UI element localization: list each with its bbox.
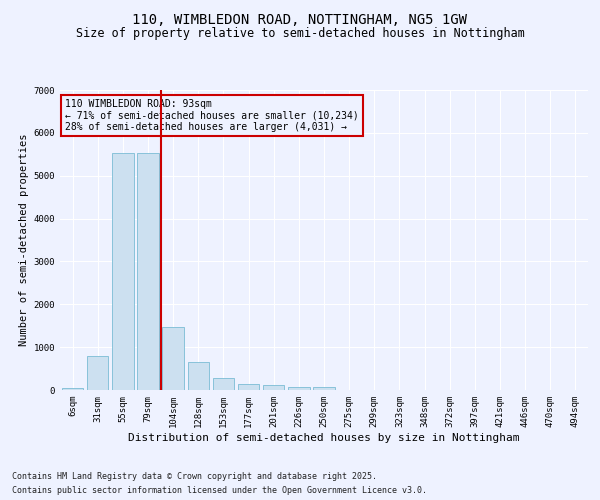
Text: Contains HM Land Registry data © Crown copyright and database right 2025.: Contains HM Land Registry data © Crown c… — [12, 472, 377, 481]
Bar — [313, 388, 335, 390]
X-axis label: Distribution of semi-detached houses by size in Nottingham: Distribution of semi-detached houses by … — [128, 432, 520, 442]
Bar — [263, 386, 284, 390]
Y-axis label: Number of semi-detached properties: Number of semi-detached properties — [19, 134, 29, 346]
Bar — [137, 153, 158, 390]
Bar — [188, 362, 209, 390]
Text: Contains public sector information licensed under the Open Government Licence v3: Contains public sector information licen… — [12, 486, 427, 495]
Text: 110 WIMBLEDON ROAD: 93sqm
← 71% of semi-detached houses are smaller (10,234)
28%: 110 WIMBLEDON ROAD: 93sqm ← 71% of semi-… — [65, 99, 359, 132]
Bar — [213, 378, 234, 390]
Bar — [112, 153, 134, 390]
Bar — [163, 326, 184, 390]
Bar — [62, 388, 83, 390]
Bar — [288, 387, 310, 390]
Bar — [87, 356, 109, 390]
Text: Size of property relative to semi-detached houses in Nottingham: Size of property relative to semi-detach… — [76, 28, 524, 40]
Bar — [238, 384, 259, 390]
Text: 110, WIMBLEDON ROAD, NOTTINGHAM, NG5 1GW: 110, WIMBLEDON ROAD, NOTTINGHAM, NG5 1GW — [133, 12, 467, 26]
